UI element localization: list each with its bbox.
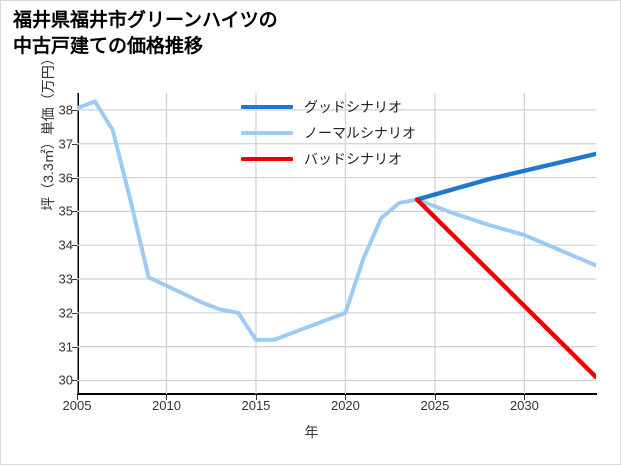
y-tick-mark xyxy=(72,109,77,111)
legend-color-swatch xyxy=(241,131,293,135)
y-tick-label: 34 xyxy=(58,237,73,253)
x-axis-label: 年 xyxy=(304,424,319,440)
x-tick-mark xyxy=(166,395,168,400)
y-tick-mark xyxy=(72,346,77,348)
x-tick-label: 2030 xyxy=(509,398,539,413)
series-line-グッドシナリオ xyxy=(414,151,596,202)
y-tick-mark xyxy=(72,312,77,314)
x-tick-mark xyxy=(524,395,526,400)
y-tick-mark xyxy=(72,177,77,179)
x-tick-mark xyxy=(77,395,78,400)
x-tick-mark xyxy=(434,395,436,400)
y-tick-label: 36 xyxy=(58,170,73,186)
legend-label: バッドシナリオ xyxy=(304,151,402,167)
y-tick-mark xyxy=(72,211,77,213)
chart-canvas xyxy=(77,93,596,394)
series-line-ノーマルシナリオ xyxy=(77,99,596,342)
x-tick-label: 2015 xyxy=(241,398,271,413)
legend-color-swatch xyxy=(241,105,293,109)
x-tick-label: 2010 xyxy=(152,398,181,413)
y-tick-label: 37 xyxy=(58,136,73,152)
y-tick-label: 32 xyxy=(58,305,73,321)
x-tick-mark xyxy=(345,395,347,400)
series-lines xyxy=(77,99,596,380)
x-tick-mark xyxy=(255,395,257,400)
y-tick-label: 38 xyxy=(58,102,73,118)
y-tick-mark xyxy=(72,279,77,280)
legend-label: グッドシナリオ xyxy=(304,99,402,115)
y-tick-label: 33 xyxy=(58,271,73,287)
legend-item-2[interactable]: バッドシナリオ xyxy=(241,146,471,172)
y-axis-label: 坪（3.3㎡）単価（万円） xyxy=(40,51,56,211)
page-title: 福井県福井市グリーンハイツの 中古戸建ての価格推移 xyxy=(13,10,278,57)
x-tick-label: 2005 xyxy=(62,398,92,413)
y-tick-mark xyxy=(72,143,77,145)
legend-label: ノーマルシナリオ xyxy=(304,125,416,141)
series-line-バッドシナリオ xyxy=(414,197,596,380)
y-tick-label: 31 xyxy=(58,339,73,355)
legend-item-1[interactable]: ノーマルシナリオ xyxy=(241,120,471,146)
gridlines xyxy=(77,93,596,394)
plot-area xyxy=(77,93,596,394)
legend-color-swatch xyxy=(241,157,293,161)
legend-item-0[interactable]: グッドシナリオ xyxy=(241,94,471,120)
x-axis-line xyxy=(77,393,597,395)
x-tick-label: 2020 xyxy=(330,398,360,413)
y-axis-line xyxy=(77,93,79,395)
y-axis-tick-labels: 30 31 32 33 34 35 36 37 38 xyxy=(5,1,73,464)
y-tick-label: 30 xyxy=(58,372,73,388)
y-tick-mark xyxy=(72,245,77,247)
chart-legend: グッドシナリオ ノーマルシナリオ バッドシナリオ xyxy=(241,94,471,172)
y-tick-label: 35 xyxy=(58,203,73,219)
x-tick-label: 2025 xyxy=(420,398,450,413)
y-tick-mark xyxy=(72,380,77,382)
